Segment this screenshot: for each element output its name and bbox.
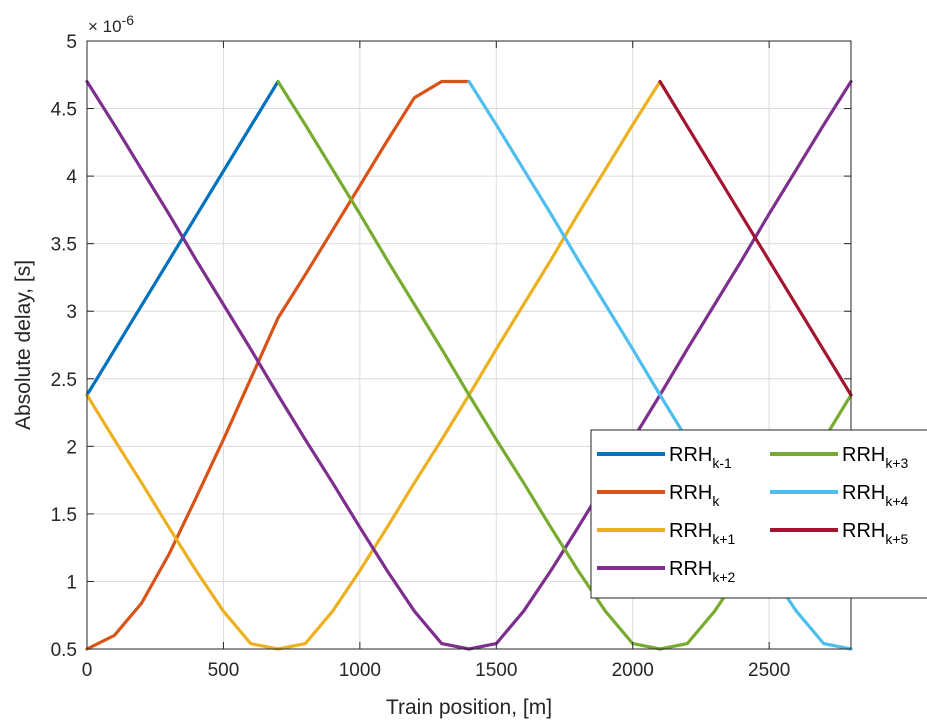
x-tick-label: 1500 — [475, 660, 517, 681]
axes-box — [86, 40, 852, 650]
y-tick-label: 1.5 — [51, 505, 77, 526]
grid — [87, 41, 851, 649]
legend-label-k+5: RRHk+5 — [842, 520, 909, 547]
x-axis-title: Train position, [m] — [386, 696, 552, 719]
y-tick-label: 0.5 — [51, 640, 77, 661]
x-tick-label: 1000 — [339, 660, 381, 681]
y-axis-title: Absolute delay, [s] — [12, 260, 35, 430]
y-exponent-power: -6 — [122, 12, 135, 28]
series-line-k — [85, 79, 471, 651]
x-tick-label: 500 — [208, 660, 240, 681]
x-axis-ticks: 0 500 1000 1500 2000 2500 — [82, 41, 790, 681]
y-tick-label: 3.5 — [51, 235, 77, 256]
y-tick-label: 3 — [66, 302, 77, 323]
y-tick-label: 4.5 — [51, 100, 77, 121]
y-tick-label: 5 — [66, 32, 77, 53]
legend-label-k+4: RRHk+4 — [842, 482, 909, 509]
y-axis-ticks: 0.5 1 1.5 2 2.5 3 3.5 4 4.5 5 — [51, 32, 851, 661]
legend-label-k+2: RRHk+2 — [669, 558, 736, 585]
x-tick-label: 2500 — [748, 660, 790, 681]
legend-label-k: RRHk — [669, 482, 720, 509]
legend-label-k-1: RRHk-1 — [669, 444, 732, 471]
legend: RRHk-1 RRHk RRHk+1 RRHk+2 RRHk+3 RRHk+4 RRHk+5 — [590, 429, 927, 599]
y-tick-label: 4 — [66, 167, 77, 188]
y-tick-label: 2.5 — [51, 370, 77, 391]
x-tick-label: 0 — [82, 660, 93, 681]
y-tick-label: 1 — [66, 572, 77, 593]
y-tick-label: 2 — [66, 437, 77, 458]
legend-label-k+1: RRHk+1 — [669, 520, 736, 547]
legend-label-k+3: RRHk+3 — [842, 444, 909, 471]
y-exponent-label: × 10-6 — [88, 12, 134, 36]
series-line-k+5 — [658, 79, 853, 397]
x-tick-label: 2000 — [612, 660, 654, 681]
